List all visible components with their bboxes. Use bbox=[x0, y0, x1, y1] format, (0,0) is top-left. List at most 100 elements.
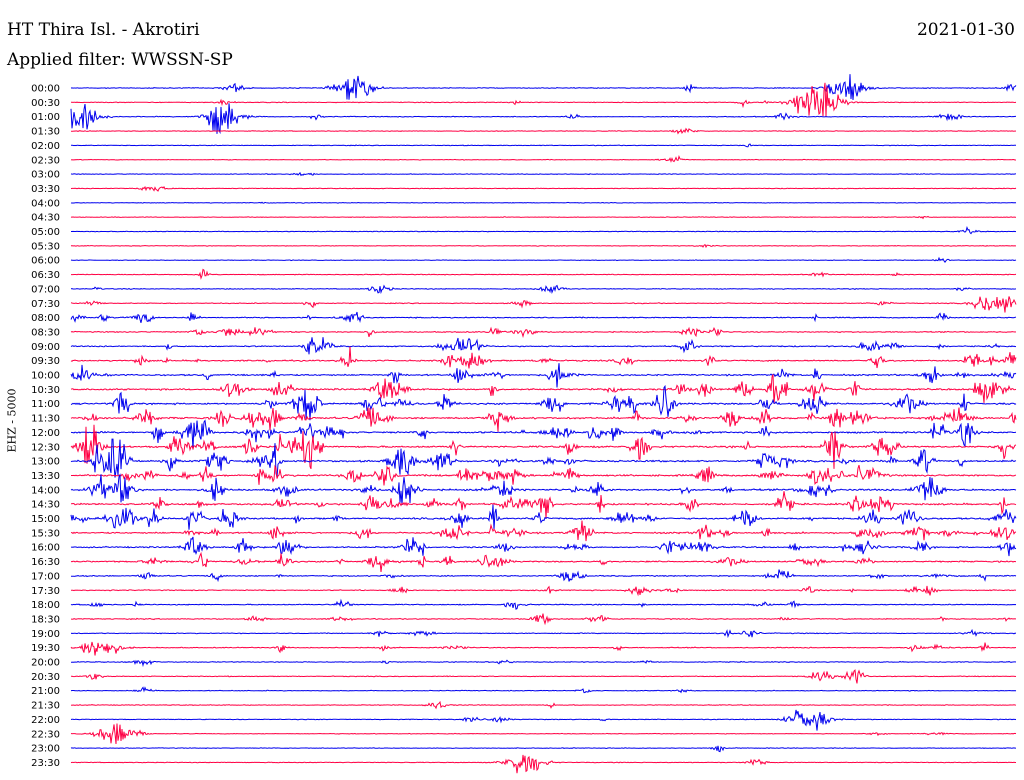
time-label: 01:30 bbox=[31, 127, 60, 138]
trace-1000 bbox=[70, 363, 1017, 388]
time-label: 18:00 bbox=[31, 600, 60, 611]
time-label: 11:30 bbox=[31, 414, 60, 425]
trace-2130 bbox=[70, 700, 1017, 710]
time-label: 02:30 bbox=[31, 155, 60, 166]
trace-1400 bbox=[70, 473, 1017, 505]
filter-label: Applied filter: WWSSN-SP bbox=[7, 50, 233, 70]
trace-0630 bbox=[71, 268, 1017, 280]
time-label: 00:30 bbox=[31, 98, 60, 109]
trace-1230 bbox=[70, 424, 1017, 469]
trace-2230 bbox=[70, 723, 1017, 745]
time-label: 16:30 bbox=[31, 557, 60, 568]
trace-0230 bbox=[70, 154, 1016, 163]
trace-0000 bbox=[70, 74, 1017, 101]
time-label: 09:30 bbox=[31, 356, 60, 367]
time-label: 22:00 bbox=[31, 715, 60, 726]
time-labels: 00:00 00:30 01:00 01:30 02:00 02:30 03:00 03:30… bbox=[31, 84, 60, 769]
time-label: 18:30 bbox=[31, 614, 60, 625]
trace-0530 bbox=[70, 243, 1016, 249]
trace-1800 bbox=[70, 598, 1017, 610]
trace-0030 bbox=[71, 82, 1017, 117]
trace-1130 bbox=[70, 407, 1017, 432]
trace-1730 bbox=[70, 585, 1017, 597]
seismogram-traces bbox=[70, 74, 1017, 774]
time-label: 14:30 bbox=[31, 500, 60, 511]
record-date: 2021-01-30 bbox=[916, 20, 1015, 40]
trace-0730 bbox=[70, 296, 1017, 313]
trace-2330 bbox=[70, 754, 1016, 774]
trace-1700 bbox=[71, 569, 1017, 583]
trace-1430 bbox=[71, 491, 1017, 519]
trace-1030 bbox=[70, 374, 1017, 404]
time-label: 12:00 bbox=[31, 428, 60, 439]
time-label: 10:00 bbox=[31, 371, 60, 382]
time-label: 19:00 bbox=[31, 629, 60, 640]
time-label: 03:00 bbox=[31, 170, 60, 181]
trace-1900 bbox=[70, 628, 1017, 639]
time-label: 05:00 bbox=[31, 227, 60, 238]
time-label: 07:30 bbox=[31, 299, 60, 310]
time-label: 04:30 bbox=[31, 213, 60, 224]
time-label: 01:00 bbox=[31, 112, 60, 123]
trace-0200 bbox=[70, 143, 1016, 148]
trace-0400 bbox=[70, 201, 1017, 204]
time-label: 03:30 bbox=[31, 184, 60, 195]
trace-0700 bbox=[70, 284, 1017, 295]
trace-2100 bbox=[70, 686, 1017, 694]
trace-0500 bbox=[71, 225, 1017, 235]
time-label: 23:00 bbox=[31, 744, 60, 755]
time-label: 12:30 bbox=[31, 442, 60, 453]
time-label: 17:00 bbox=[31, 571, 60, 582]
time-label: 17:30 bbox=[31, 586, 60, 597]
trace-0130 bbox=[70, 127, 1017, 135]
trace-0830 bbox=[70, 326, 1017, 338]
trace-0900 bbox=[70, 337, 1017, 355]
trace-0930 bbox=[70, 346, 1017, 369]
trace-1600 bbox=[70, 536, 1017, 557]
time-label: 14:00 bbox=[31, 485, 60, 496]
trace-0430 bbox=[70, 215, 1016, 220]
trace-1100 bbox=[70, 384, 1017, 421]
time-label: 19:30 bbox=[31, 643, 60, 654]
time-label: 08:30 bbox=[31, 327, 60, 338]
trace-2000 bbox=[71, 659, 1017, 668]
time-label: 20:00 bbox=[31, 658, 60, 669]
time-label: 15:00 bbox=[31, 514, 60, 525]
trace-1930 bbox=[70, 641, 1017, 656]
time-label: 16:00 bbox=[31, 543, 60, 554]
time-label: 13:00 bbox=[31, 457, 60, 468]
trace-2030 bbox=[70, 669, 1017, 684]
trace-1300 bbox=[70, 438, 1017, 478]
time-label: 04:00 bbox=[31, 198, 60, 209]
time-label: 11:00 bbox=[31, 399, 60, 410]
trace-0300 bbox=[70, 171, 1016, 177]
trace-1630 bbox=[70, 551, 1016, 573]
trace-1830 bbox=[71, 613, 1016, 626]
time-label: 23:30 bbox=[31, 758, 60, 769]
time-label: 06:30 bbox=[31, 270, 60, 281]
time-label: 07:00 bbox=[31, 284, 60, 295]
trace-0600 bbox=[70, 256, 1017, 263]
time-label: 13:30 bbox=[31, 471, 60, 482]
station-title: HT Thira Isl. - Akrotiri bbox=[7, 20, 200, 40]
trace-0100 bbox=[70, 103, 1016, 135]
trace-1200 bbox=[70, 419, 1017, 450]
time-label: 06:00 bbox=[31, 256, 60, 267]
time-label: 20:30 bbox=[31, 672, 60, 683]
trace-2300 bbox=[70, 745, 1016, 753]
time-label: 15:30 bbox=[31, 528, 60, 539]
time-label: 09:00 bbox=[31, 342, 60, 353]
time-label: 05:30 bbox=[31, 241, 60, 252]
trace-1530 bbox=[71, 520, 1017, 542]
time-label: 02:00 bbox=[31, 141, 60, 152]
time-label: 00:00 bbox=[31, 84, 60, 95]
time-label: 21:00 bbox=[31, 686, 60, 697]
time-label: 22:30 bbox=[31, 729, 60, 740]
trace-2200 bbox=[70, 709, 1017, 731]
time-label: 21:30 bbox=[31, 701, 60, 712]
time-label: 08:00 bbox=[31, 313, 60, 324]
trace-1330 bbox=[71, 464, 1017, 486]
time-label: 10:30 bbox=[31, 385, 60, 396]
trace-1500 bbox=[70, 504, 1017, 530]
